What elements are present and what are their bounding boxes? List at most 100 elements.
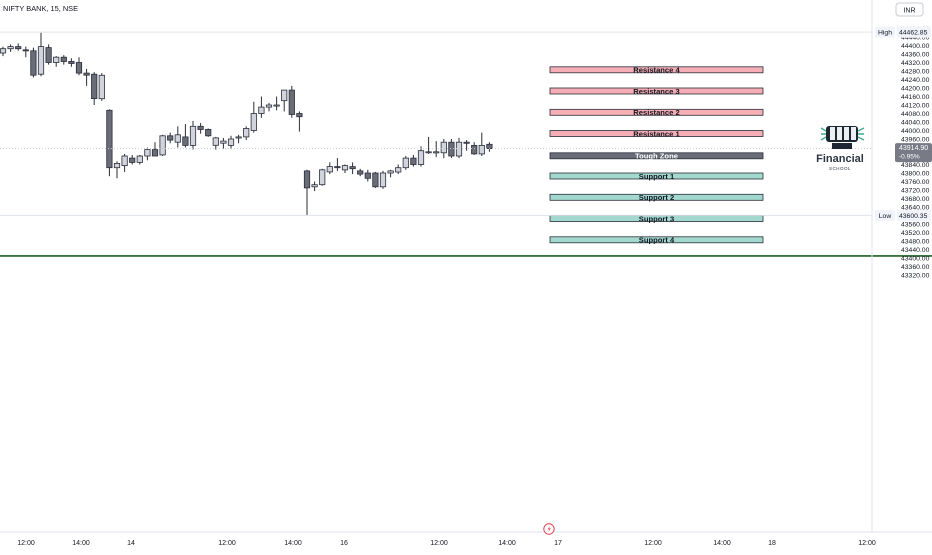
financial-school-logo: Financial SCHOOL: [816, 126, 865, 171]
candle: [372, 171, 379, 188]
candle-body: [471, 144, 478, 155]
time-ticks: 12:00 14:00 14 12:00 14:00 16 12:00 14:00 17 12:0…: [17, 540, 876, 547]
candle: [106, 109, 113, 177]
candle: [136, 154, 143, 165]
candle-body: [129, 157, 136, 163]
low-tag: [875, 209, 895, 221]
price-tick-label: 43560.00: [901, 222, 930, 229]
price-tick-label: 43680.00: [901, 196, 930, 203]
candle: [425, 136, 432, 154]
candle: [296, 111, 303, 132]
candle: [341, 164, 349, 173]
currency-button[interactable]: INR: [895, 2, 924, 17]
candle-body: [182, 136, 189, 146]
zones-layer: Resistance 4 Resistance 3 Resistance 2 Resi…: [549, 66, 764, 245]
candle: [98, 73, 105, 101]
candle-body: [235, 136, 242, 139]
candle: [167, 132, 174, 144]
candle-body: [326, 166, 333, 173]
candle: [121, 153, 128, 172]
zone-resistance-3[interactable]: [549, 87, 764, 95]
high-value: 44462.85: [899, 30, 928, 37]
candle: [281, 89, 288, 112]
candle-body: [68, 61, 75, 64]
candle: [433, 141, 440, 158]
candle-body: [7, 46, 14, 50]
candle-body: [364, 172, 371, 179]
candle: [478, 132, 485, 156]
price-tick-label: 43960.00: [901, 137, 930, 144]
candle-body: [440, 141, 447, 154]
price-tick-label: 44000.00: [901, 128, 930, 135]
zone-resistance-1[interactable]: [549, 130, 764, 137]
candle: [129, 154, 136, 165]
candle-body: [167, 135, 174, 141]
logo-subtitle: SCHOOL: [829, 166, 851, 171]
zone-support-2[interactable]: [549, 193, 764, 201]
candle-body: [121, 155, 128, 167]
time-axis[interactable]: 12:00 14:00 14 12:00 14:00 16 12:00 14:00 17 12:0…: [0, 531, 932, 547]
candle: [151, 142, 159, 157]
candle: [402, 156, 409, 170]
zone-resistance-4[interactable]: [549, 66, 764, 74]
zone-label: Resistance 3: [633, 87, 679, 96]
zone-support-1[interactable]: [549, 172, 764, 180]
candle: [364, 169, 371, 182]
candle: [68, 58, 75, 67]
candle: [319, 168, 326, 186]
candle-body: [159, 135, 166, 156]
price-tick-label: 44320.00: [901, 60, 930, 67]
price-tick-label: 43520.00: [901, 230, 930, 237]
price-tick-label: 44160.00: [901, 94, 930, 101]
zone-label: Resistance 4: [633, 66, 680, 75]
currency-label: INR: [903, 8, 915, 15]
price-tick-label: 44120.00: [901, 103, 930, 110]
candle-body: [106, 109, 113, 169]
price-ticks: 44480.0044440.0044400.0044360.0044320.00…: [901, 26, 930, 280]
candle-body: [417, 150, 425, 165]
zone-tough-zone[interactable]: [549, 152, 764, 160]
lightning-icon[interactable]: [543, 523, 555, 535]
candle: [159, 134, 166, 156]
candle-body: [30, 50, 37, 76]
candle-body: [281, 89, 288, 102]
candle: [440, 139, 447, 159]
high-tag: [875, 26, 895, 38]
candle-body: [60, 56, 67, 62]
candle-body: [311, 184, 318, 188]
candle-body: [83, 72, 90, 76]
price-tick-label: 43320.00: [901, 273, 930, 280]
zone-support-4[interactable]: [549, 236, 764, 244]
last-price: 43914.90: [899, 145, 928, 152]
price-tick-label: 44200.00: [901, 86, 930, 93]
candle-body: [372, 172, 379, 188]
candle-body: [258, 106, 265, 114]
candle: [379, 170, 387, 189]
candle: [220, 137, 227, 149]
candle-body: [197, 125, 204, 130]
candle-body: [395, 167, 402, 173]
candle: [311, 181, 318, 192]
last-price-marker: 43914.90 -0.95%: [895, 143, 932, 163]
zone-resistance-2[interactable]: [549, 108, 764, 116]
price-axis[interactable]: 44480.0044440.0044400.0044360.0044320.00…: [871, 0, 930, 532]
fist-icon: [820, 126, 865, 149]
zone-label: Tough Zone: [635, 152, 678, 161]
candle-body: [250, 113, 257, 131]
candle: [349, 162, 356, 175]
price-tick-label: 43480.00: [901, 239, 930, 246]
low-value: 43600.35: [899, 213, 928, 220]
candle: [212, 136, 219, 150]
price-tick-label: 43800.00: [901, 171, 930, 178]
candle-body: [53, 56, 60, 63]
candle: [410, 154, 417, 167]
candle-body: [45, 47, 52, 63]
candle-body: [387, 170, 394, 174]
candle-body: [273, 104, 280, 107]
zone-label: Support 1: [639, 172, 675, 181]
high-label: High: [878, 30, 892, 37]
price-tick-label: 44080.00: [901, 111, 930, 118]
candle-body: [448, 141, 455, 157]
